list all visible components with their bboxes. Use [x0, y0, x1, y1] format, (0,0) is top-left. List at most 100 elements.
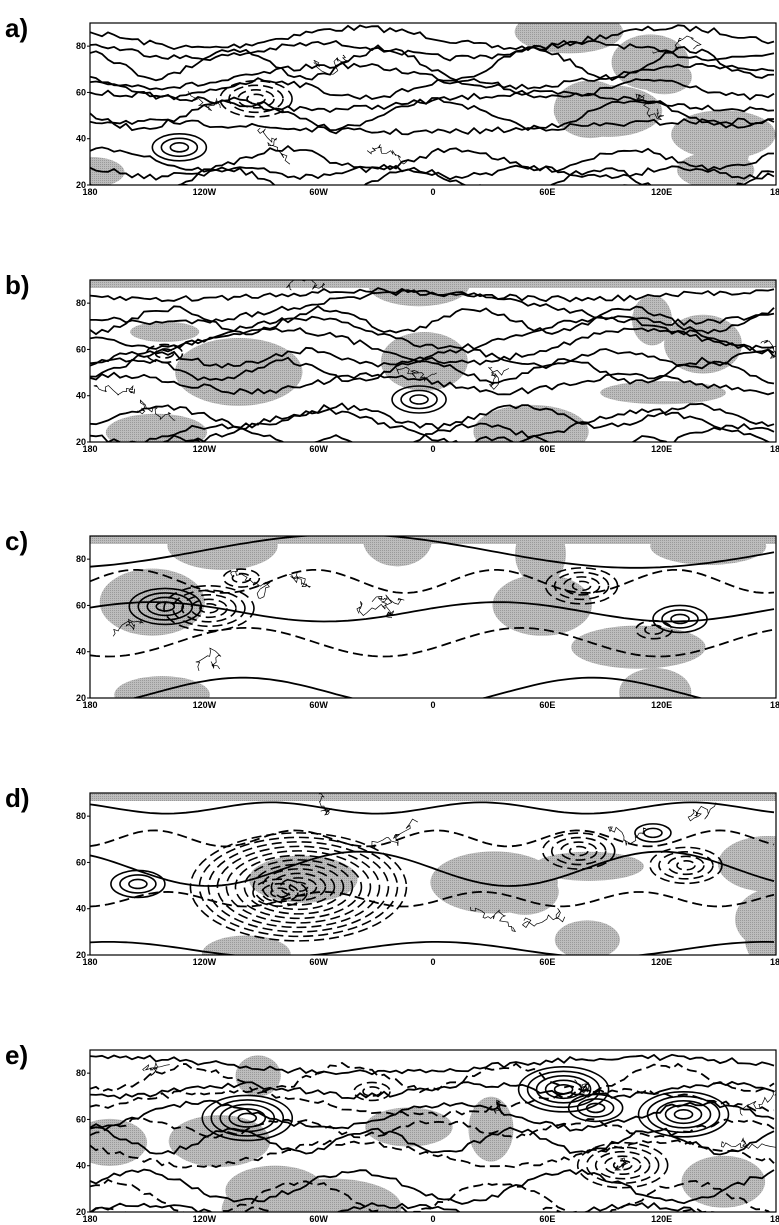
- contour: [677, 861, 695, 870]
- figure: a)20406080180120W60W060E120E18b)20406080…: [0, 0, 779, 1225]
- contour: [578, 1099, 614, 1117]
- shaded-region: [473, 405, 588, 459]
- y-tick-label: 80: [76, 1068, 86, 1078]
- contour: [675, 1110, 693, 1119]
- contour: [223, 569, 259, 587]
- panel-label: c): [5, 526, 28, 556]
- y-tick-label: 40: [76, 1161, 86, 1171]
- x-tick-label: 180: [82, 444, 97, 454]
- contour: [90, 1170, 774, 1204]
- coastline: [196, 648, 221, 671]
- contour: [666, 1105, 702, 1123]
- coastline: [740, 1090, 777, 1115]
- shaded-region: [202, 935, 291, 972]
- contour: [528, 1071, 600, 1107]
- y-tick-label: 60: [76, 600, 86, 610]
- shaded-region: [671, 110, 775, 159]
- shaded-region: [90, 793, 776, 801]
- y-tick-label: 80: [76, 41, 86, 51]
- contour: [650, 847, 722, 883]
- x-tick-label: 180: [82, 700, 97, 710]
- x-tick-label: 18: [770, 444, 779, 454]
- x-tick-label: 60E: [539, 444, 555, 454]
- coastline: [489, 367, 509, 389]
- panel-label: d): [5, 783, 30, 813]
- x-tick-label: 60E: [539, 957, 555, 967]
- shaded-region: [130, 322, 199, 342]
- x-tick-label: 18: [770, 187, 779, 197]
- contour: [644, 828, 662, 837]
- y-tick-label: 80: [76, 554, 86, 564]
- x-tick-label: 180: [82, 957, 97, 967]
- x-tick-label: 0: [430, 1214, 435, 1224]
- x-tick-label: 60W: [309, 957, 328, 967]
- x-tick-label: 120E: [651, 700, 672, 710]
- coastline: [688, 803, 716, 821]
- x-tick-label: 18: [770, 957, 779, 967]
- x-tick-label: 60W: [309, 444, 328, 454]
- y-tick-label: 60: [76, 857, 86, 867]
- panel-label: b): [5, 270, 30, 300]
- contour: [232, 574, 250, 583]
- y-tick-label: 60: [76, 1114, 86, 1124]
- coastline: [609, 826, 647, 845]
- x-tick-label: 0: [430, 444, 435, 454]
- shaded-region: [637, 59, 692, 94]
- x-tick-label: 120E: [651, 957, 672, 967]
- shaded-region: [718, 836, 779, 892]
- contour: [170, 143, 188, 152]
- contour: [668, 856, 704, 874]
- x-tick-label: 120W: [193, 444, 217, 454]
- x-tick-label: 0: [430, 187, 435, 197]
- shaded-region: [90, 280, 776, 288]
- x-tick-label: 120W: [193, 700, 217, 710]
- y-tick-label: 80: [76, 298, 86, 308]
- x-tick-label: 60E: [539, 187, 555, 197]
- x-tick-label: 60W: [309, 700, 328, 710]
- x-tick-label: 120E: [651, 187, 672, 197]
- contour: [555, 1085, 573, 1094]
- x-tick-label: 0: [430, 700, 435, 710]
- contour: [410, 395, 428, 404]
- contour: [90, 802, 774, 813]
- contour: [120, 875, 156, 893]
- contour: [90, 119, 774, 135]
- coastline: [94, 385, 135, 395]
- x-tick-label: 60W: [309, 187, 328, 197]
- y-tick-label: 40: [76, 391, 86, 401]
- y-tick-label: 60: [76, 344, 86, 354]
- y-tick-label: 60: [76, 87, 86, 97]
- y-tick-label: 40: [76, 904, 86, 914]
- map-area: [56, 10, 776, 210]
- shaded-region: [600, 381, 726, 404]
- x-tick-label: 120E: [651, 1214, 672, 1224]
- contour: [90, 1055, 774, 1075]
- shaded-region: [175, 338, 302, 406]
- shaded-region: [650, 528, 766, 565]
- x-tick-label: 120W: [193, 957, 217, 967]
- coastline: [143, 1063, 170, 1076]
- x-tick-label: 180: [82, 1214, 97, 1224]
- map-area: [72, 1055, 776, 1225]
- contour: [546, 1080, 582, 1098]
- x-tick-label: 0: [430, 957, 435, 967]
- x-tick-label: 60E: [539, 700, 555, 710]
- contour: [161, 138, 197, 156]
- x-tick-label: 18: [770, 700, 779, 710]
- contour: [662, 610, 698, 628]
- shaded-region: [555, 920, 620, 959]
- panel-label: e): [5, 1040, 28, 1070]
- coastline: [615, 1158, 628, 1170]
- shaded-region: [167, 521, 277, 570]
- map-area: [90, 513, 776, 717]
- x-tick-label: 18: [770, 1214, 779, 1224]
- coastline: [357, 598, 404, 615]
- x-tick-label: 180: [82, 187, 97, 197]
- y-tick-label: 80: [76, 811, 86, 821]
- contour: [401, 390, 437, 408]
- panel-label: a): [5, 13, 28, 43]
- y-tick-label: 40: [76, 647, 86, 657]
- shaded-region: [236, 1055, 281, 1096]
- contour: [129, 879, 147, 888]
- shaded-region: [90, 536, 776, 544]
